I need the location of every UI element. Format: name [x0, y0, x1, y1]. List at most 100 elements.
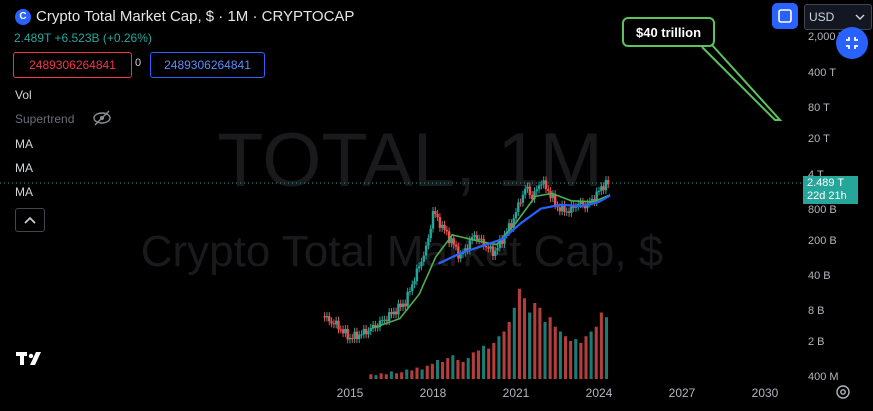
legend-ma-1[interactable]: MA	[15, 137, 33, 151]
candle-body	[447, 231, 451, 244]
volume-bar	[425, 365, 429, 379]
candle-body	[470, 236, 474, 241]
candle-body	[588, 201, 591, 204]
candle-body	[424, 245, 428, 256]
sell-price-box[interactable]: 2489306264841	[13, 52, 132, 78]
y-tick-label: 8 B	[808, 305, 825, 317]
volume-bar	[538, 307, 542, 379]
fullscreen-button[interactable]	[772, 3, 798, 29]
volume-bar	[420, 369, 424, 379]
volume-bar	[476, 350, 480, 379]
candle-body	[473, 235, 476, 237]
candle-body	[540, 184, 543, 186]
candle-body	[376, 327, 379, 329]
candle-body	[392, 311, 396, 315]
legend-vol[interactable]: Vol	[15, 88, 32, 102]
volume-bar	[405, 369, 409, 379]
ma-blue-line	[438, 194, 611, 265]
candle-body	[510, 223, 513, 228]
volume-bar	[563, 336, 568, 379]
volume-bar	[553, 326, 557, 379]
last-price-tag: 2.489 T 22d 21h	[803, 176, 858, 204]
candle-body	[500, 238, 504, 244]
volume-bar	[446, 358, 450, 379]
candle-body	[394, 311, 398, 315]
candle-body	[436, 213, 439, 218]
candle-body	[459, 254, 462, 259]
candle-body	[494, 250, 497, 257]
x-tick-label: 2030	[752, 386, 779, 400]
candle-body	[553, 194, 557, 206]
legend-ma-3[interactable]: MA	[15, 185, 33, 199]
candle-body	[399, 303, 402, 308]
candle-body	[454, 244, 458, 247]
candle-body	[353, 331, 356, 339]
y-tick-label: 400 T	[808, 67, 836, 79]
candle-body	[487, 247, 490, 249]
volume-bar	[487, 348, 491, 379]
candle-body	[607, 180, 610, 185]
volume-bars	[369, 288, 609, 379]
legend-ma-2[interactable]: MA	[15, 161, 33, 175]
candle-body	[489, 246, 492, 249]
volume-bar	[384, 374, 388, 379]
candle-body	[565, 211, 568, 213]
candle-body	[381, 320, 384, 322]
currency-select[interactable]: USD	[804, 4, 872, 30]
candle-body	[374, 324, 377, 328]
callout-arrow	[701, 44, 783, 121]
cryptocap-logo-icon: C	[15, 9, 31, 25]
y-tick-label: 20 T	[808, 133, 830, 145]
candle-body	[434, 211, 437, 214]
volume-bar	[589, 331, 593, 379]
candle-body	[542, 180, 545, 185]
buy-price-box[interactable]: 2489306264841	[150, 52, 265, 78]
candle-body	[346, 328, 349, 340]
volume-bar	[441, 361, 445, 379]
candle-body	[443, 224, 446, 230]
candle-body	[397, 303, 400, 315]
volume-bar	[492, 342, 496, 379]
volume-bar	[507, 322, 511, 379]
candle-body	[427, 238, 430, 246]
symbol-title[interactable]: Crypto Total Market Cap, $ · 1M · CRYPTO…	[36, 8, 355, 25]
candle-body	[358, 334, 361, 340]
volume-bar	[574, 339, 578, 379]
y-tick-label: 2 B	[808, 336, 825, 348]
candle-body	[328, 316, 331, 322]
candle-body	[498, 238, 502, 248]
candle-body	[406, 291, 409, 307]
eye-off-icon[interactable]	[92, 109, 112, 127]
x-tick-label: 2021	[503, 386, 530, 400]
candle-body	[468, 240, 472, 251]
candle-body	[563, 204, 566, 212]
candle-body	[351, 337, 354, 339]
currency-label: USD	[809, 10, 835, 24]
candle-body	[378, 320, 382, 328]
candle-body	[422, 255, 425, 262]
candle-body	[549, 190, 552, 199]
volume-bar	[369, 374, 373, 379]
candle-body	[371, 324, 375, 329]
volume-bar	[584, 336, 588, 379]
candle-body	[362, 328, 366, 335]
x-axis: 2015 2018 2021 2024 2027 2030	[337, 386, 779, 400]
watermark-symbol: TOTAL, 1M	[217, 118, 603, 203]
collapse-view-button[interactable]	[836, 27, 868, 59]
volume-bar	[430, 363, 434, 379]
candle-body	[558, 207, 562, 212]
collapse-icon	[846, 37, 858, 49]
volume-bar	[435, 360, 440, 379]
collapse-legend-button[interactable]	[15, 208, 45, 232]
volume-bar	[394, 373, 399, 379]
candle-body	[355, 331, 359, 340]
volume-bar	[548, 317, 552, 379]
gear-icon[interactable]	[835, 384, 851, 400]
tradingview-logo-icon[interactable]	[16, 350, 46, 368]
candle-body	[570, 205, 573, 213]
candle-body	[512, 218, 515, 228]
volume-bar	[579, 342, 583, 379]
candle-body	[330, 321, 333, 324]
legend-supertrend[interactable]: Supertrend	[15, 112, 75, 126]
